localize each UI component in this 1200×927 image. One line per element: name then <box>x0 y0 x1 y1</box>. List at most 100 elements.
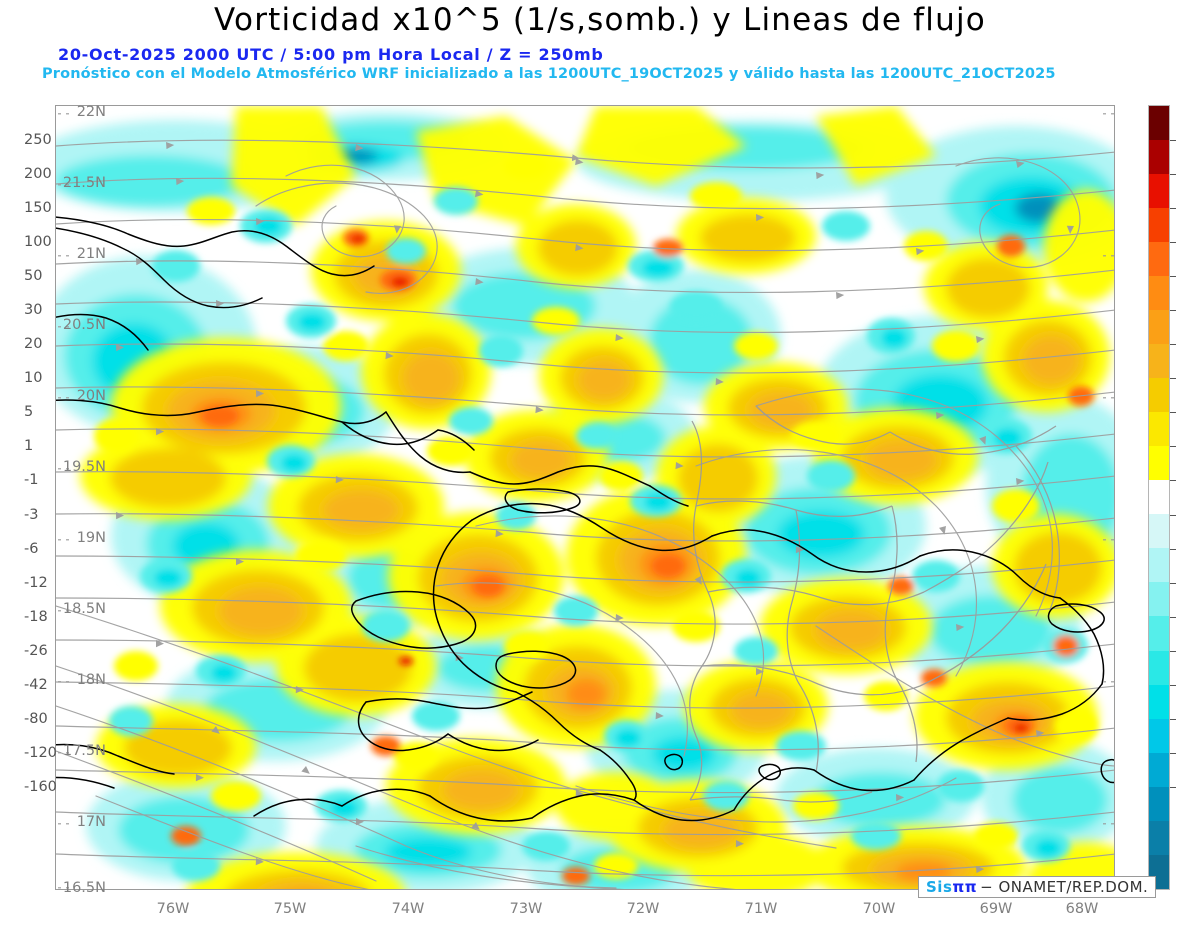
colorbar-segment-2 <box>1149 174 1169 209</box>
attribution-brand-prefix: Sis <box>926 878 953 896</box>
x-axis-tick-1: 75W <box>273 901 307 917</box>
colorbar-segment-11 <box>1149 480 1169 515</box>
x-axis-tick-2: 74W <box>391 901 425 917</box>
colorbar-tick-mark-16 <box>1170 684 1176 686</box>
y-axis-tick-3: 20.5N <box>62 317 106 333</box>
colorbar-tick-mark-12 <box>1170 548 1176 550</box>
x-axis-tick-8: 68W <box>1065 901 1099 917</box>
colorbar-tick-label-15: -26 <box>24 642 48 659</box>
colorbar-tick-mark-15 <box>1170 650 1176 652</box>
colorbar-segment-20 <box>1149 786 1169 821</box>
x-axis-tick-6: 70W <box>862 901 896 917</box>
colorbar-segment-13 <box>1149 548 1169 583</box>
map-frame <box>55 105 1115 890</box>
chart-subtitle-valid-time: 20-Oct-2025 2000 UTC / 5:00 pm Hora Loca… <box>58 45 604 64</box>
colorbar-tick-label-18: -120 <box>24 744 57 761</box>
colorbar-tick-label-16: -42 <box>24 676 48 693</box>
page-title: Vorticidad x10^5 (1/s,somb.) y Lineas de… <box>214 2 986 38</box>
colorbar-tick-mark-13 <box>1170 582 1176 584</box>
colorbar-tick-label-9: 1 <box>24 438 34 455</box>
chart-subtitle-model-info: Pronóstico con el Modelo Atmosférico WRF… <box>42 66 1056 82</box>
y-axis-tick-11: 16.5N <box>62 880 106 896</box>
colorbar-tick-mark-1 <box>1170 174 1176 176</box>
y-axis-tick-2: 21N <box>76 246 106 262</box>
colorbar-segment-12 <box>1149 514 1169 549</box>
colorbar-segment-6 <box>1149 310 1169 345</box>
colorbar-tick-label-4: 50 <box>24 268 43 285</box>
colorbar-segment-5 <box>1149 276 1169 311</box>
y-axis-tick-7: 18.5N <box>62 601 106 617</box>
colorbar-segment-14 <box>1149 582 1169 617</box>
colorbar-tick-label-8: 5 <box>24 404 34 421</box>
colorbar-tick-mark-10 <box>1170 480 1176 482</box>
colorbar[interactable] <box>1148 105 1170 890</box>
colorbar-tick-label-19: -160 <box>24 778 57 795</box>
colorbar-tick-label-0: 250 <box>24 132 52 149</box>
attribution-brand-suffix: ππ <box>952 878 978 896</box>
colorbar-tick-mark-4 <box>1170 276 1176 278</box>
y-axis-tick-5: 19.5N <box>62 459 106 475</box>
colorbar-segment-4 <box>1149 242 1169 277</box>
x-axis-tick-3: 73W <box>509 901 543 917</box>
y-axis-tick-0: 22N <box>76 104 106 120</box>
colorbar-segment-9 <box>1149 412 1169 447</box>
chart-header: Vorticidad x10^5 (1/s,somb.) y Lineas de… <box>0 0 1200 98</box>
colorbar-tick-label-12: -6 <box>24 540 39 557</box>
map-plot-area[interactable] <box>55 105 1115 890</box>
colorbar-tick-label-10: -1 <box>24 472 39 489</box>
colorbar-segment-21 <box>1149 820 1169 855</box>
colorbar-tick-label-14: -18 <box>24 608 48 625</box>
colorbar-segment-19 <box>1149 752 1169 787</box>
vorticity-field-svg <box>56 106 1114 889</box>
colorbar-tick-label-13: -12 <box>24 574 48 591</box>
colorbar-tick-mark-17 <box>1170 718 1176 720</box>
province-borders <box>689 405 1060 803</box>
colorbar-segment-17 <box>1149 684 1169 719</box>
colorbar-segment-7 <box>1149 344 1169 379</box>
colorbar-tick-label-7: 10 <box>24 370 43 387</box>
colorbar-tick-mark-7 <box>1170 378 1176 380</box>
colorbar-segment-8 <box>1149 378 1169 413</box>
colorbar-segment-15 <box>1149 616 1169 651</box>
colorbar-tick-label-1: 200 <box>24 166 52 183</box>
y-axis-tick-9: 17.5N <box>62 743 106 759</box>
coastlines <box>56 216 1114 822</box>
streamlines <box>56 139 1114 889</box>
colorbar-tick-mark-8 <box>1170 412 1176 414</box>
colorbar-segment-0 <box>1149 106 1169 141</box>
colorbar-tick-mark-19 <box>1170 786 1176 788</box>
y-axis-tick-6: 19N <box>76 530 106 546</box>
x-axis-tick-4: 72W <box>626 901 660 917</box>
colorbar-tick-label-5: 30 <box>24 302 43 319</box>
colorbar-segment-18 <box>1149 718 1169 753</box>
colorbar-tick-mark-0 <box>1170 140 1176 142</box>
x-axis-tick-0: 76W <box>156 901 190 917</box>
colorbar-tick-label-17: -80 <box>24 710 48 727</box>
colorbar-tick-mark-11 <box>1170 514 1176 516</box>
y-axis-tick-4: 20N <box>76 388 106 404</box>
vorticity-fine-structure <box>94 153 1098 885</box>
colorbar-tick-mark-9 <box>1170 446 1176 448</box>
y-axis-tick-10: 17N <box>76 814 106 830</box>
colorbar-segment-16 <box>1149 650 1169 685</box>
attribution-organization: − ONAMET/REP.DOM. <box>980 878 1149 896</box>
colorbar-tick-mark-6 <box>1170 344 1176 346</box>
colorbar-segment-3 <box>1149 208 1169 243</box>
colorbar-tick-mark-14 <box>1170 616 1176 618</box>
colorbar-tick-label-3: 100 <box>24 234 52 251</box>
y-axis-tick-1: 21.5N <box>62 175 106 191</box>
colorbar-tick-label-2: 150 <box>24 200 52 217</box>
colorbar-tick-label-6: 20 <box>24 336 43 353</box>
colorbar-tick-mark-2 <box>1170 208 1176 210</box>
colorbar-tick-mark-18 <box>1170 752 1176 754</box>
y-axis-tick-8: 18N <box>76 672 106 688</box>
streamline-arrowheads <box>116 142 1074 874</box>
x-axis-tick-5: 71W <box>744 901 778 917</box>
colorbar-segment-10 <box>1149 446 1169 481</box>
colorbar-tick-mark-5 <box>1170 310 1176 312</box>
x-axis-tick-7: 69W <box>979 901 1013 917</box>
inner-tick-dots <box>58 113 1114 889</box>
colorbar-tick-label-11: -3 <box>24 506 39 523</box>
attribution-badge: Sis ππ − ONAMET/REP.DOM. <box>918 876 1157 898</box>
colorbar-tick-mark-3 <box>1170 242 1176 244</box>
